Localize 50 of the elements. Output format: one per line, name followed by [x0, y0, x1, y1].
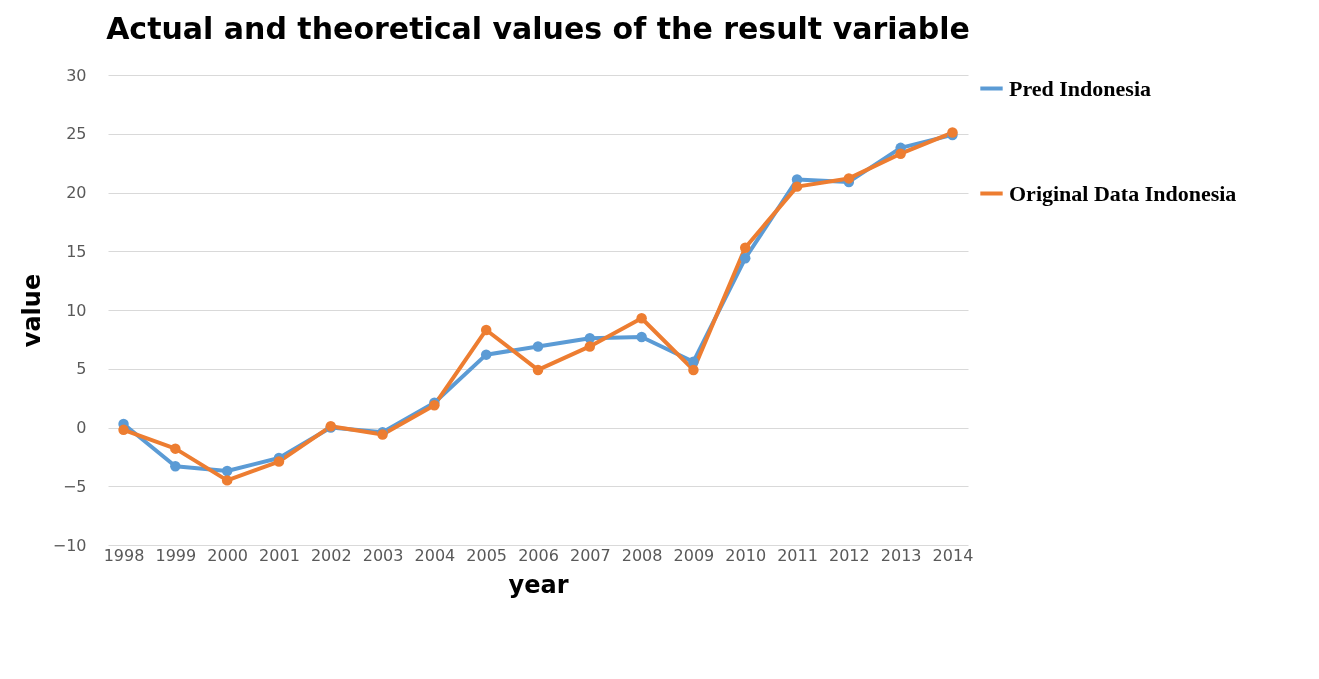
legend-label: Pred Indonesia — [1009, 75, 1152, 101]
x-tick-label: 2014 — [932, 545, 974, 565]
point — [739, 242, 751, 253]
point — [895, 148, 906, 159]
point — [221, 465, 233, 477]
y-tick-label: −10 — [52, 535, 87, 555]
x-tick-label: 2002 — [310, 545, 352, 565]
x-tick-label: 2012 — [828, 545, 870, 565]
y-tick-label: 0 — [76, 418, 87, 437]
point — [221, 475, 233, 486]
point — [584, 341, 596, 352]
x-tick-label: 2005 — [466, 545, 508, 565]
x-tick-label: 2008 — [621, 545, 663, 565]
point — [118, 424, 129, 436]
x-tick-label: 2013 — [880, 545, 922, 565]
point — [532, 341, 544, 352]
point — [480, 349, 492, 360]
point — [636, 331, 647, 343]
point — [170, 461, 181, 472]
point — [170, 443, 181, 454]
x-tick-label: 2003 — [362, 545, 404, 565]
legend-label: Original Data Indonesia — [1009, 180, 1237, 206]
point — [739, 253, 751, 264]
y-tick-label: 20 — [66, 183, 87, 202]
x-tick-label: 2007 — [569, 545, 611, 565]
x-tick-label: 2000 — [207, 545, 249, 565]
point — [791, 181, 803, 192]
point — [480, 324, 492, 336]
y-tick-label: −5 — [62, 476, 87, 496]
point — [273, 456, 285, 467]
y-tick-label: 5 — [76, 359, 87, 379]
y-tick-label: 15 — [66, 241, 87, 261]
x-tick-label: 2004 — [414, 545, 456, 565]
y-tick-label: 30 — [66, 65, 87, 85]
y-tick-label: 10 — [66, 300, 87, 320]
chart-title: Actual and theoretical values of the result variable — [106, 11, 970, 46]
x-tick-label: 2011 — [777, 545, 818, 565]
x-tick-label: 1999 — [155, 545, 197, 565]
x-tick-label: 2010 — [725, 545, 767, 565]
point — [688, 364, 699, 376]
point — [843, 173, 855, 184]
x-tick-label: 2009 — [673, 545, 715, 565]
x-tick-label: 2006 — [518, 545, 559, 565]
y-tick-label: 25 — [66, 124, 87, 144]
point — [636, 312, 647, 324]
y-axis-title: value — [17, 273, 46, 348]
x-axis-title: year — [508, 570, 569, 599]
x-tick-label: 2001 — [259, 545, 300, 565]
x-tick-label: 1998 — [103, 545, 145, 565]
point — [532, 364, 544, 376]
